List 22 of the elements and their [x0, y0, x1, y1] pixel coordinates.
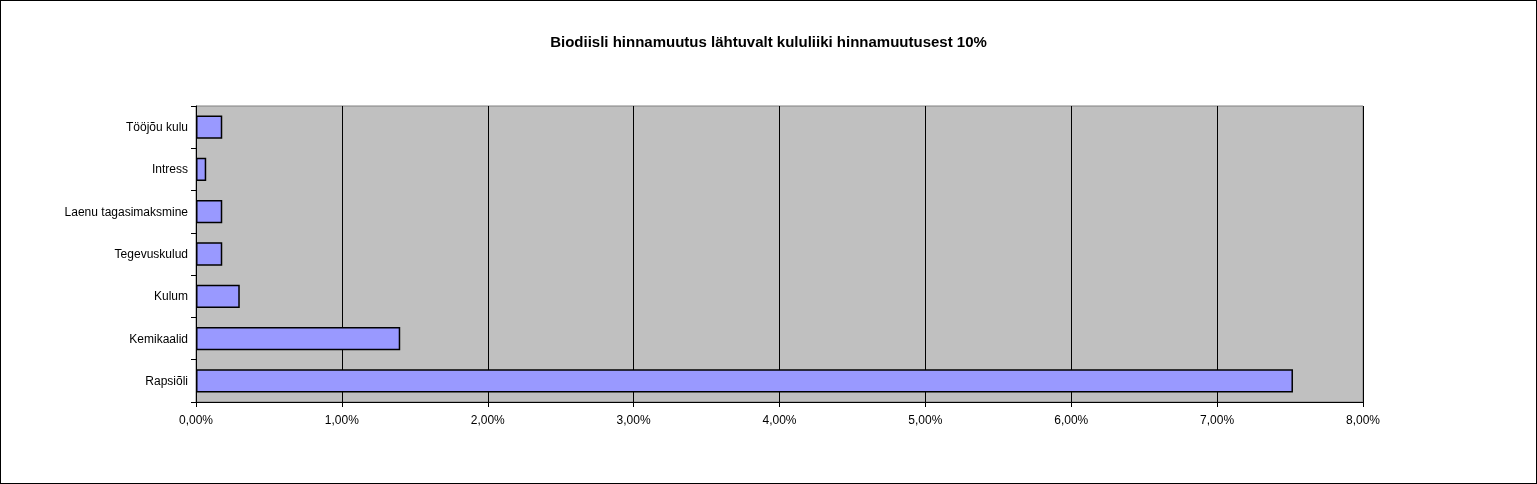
x-tick-label: 6,00%	[1054, 413, 1089, 427]
y-tick-label: Tegevuskulud	[114, 247, 188, 261]
x-tick-label: 4,00%	[762, 413, 797, 427]
y-tick-label: Tööjõu kulu	[125, 120, 188, 135]
x-tick-label: 8,00%	[1345, 413, 1381, 427]
x-tick-label: 5,00%	[908, 413, 943, 427]
x-tick-label: 2,00%	[470, 413, 506, 427]
x-tick-label: 1,00%	[324, 413, 360, 427]
x-tick-label: 0,00%	[178, 413, 214, 427]
y-tick-label: Laenu tagasimaksmine	[64, 204, 189, 219]
bar	[196, 115, 223, 139]
bar	[196, 242, 223, 266]
y-tick-label: Kulum	[153, 289, 188, 304]
y-tick-label: Rapsiõli	[145, 373, 188, 388]
y-tick-label: Intress	[151, 162, 188, 177]
chart-title: Biodiisli hinnamuutus lähtuvalt kululiiki hinnamuutusest 10%	[550, 33, 987, 50]
bar	[196, 157, 207, 182]
bar	[196, 284, 240, 308]
x-tick-label: 7,00%	[1200, 413, 1235, 427]
x-tick-label: 3,00%	[616, 413, 651, 427]
y-tick-label: Kemikaalid	[129, 331, 188, 346]
bar	[196, 200, 223, 224]
